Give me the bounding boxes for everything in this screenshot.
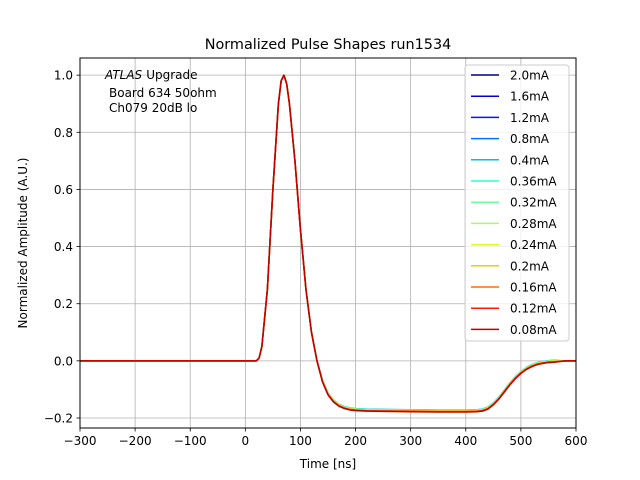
legend-entry: 0.4mA	[510, 153, 550, 167]
x-tick-label: 600	[565, 434, 588, 448]
x-tick-label: −200	[119, 434, 152, 448]
y-tick-label: 1.0	[54, 69, 73, 83]
x-tick-label: 200	[344, 434, 367, 448]
chart-title: Normalized Pulse Shapes run1534	[205, 37, 452, 53]
series-lines	[80, 74, 576, 413]
x-tick-label: −100	[174, 434, 207, 448]
legend-entry: 2.0mA	[510, 69, 550, 83]
x-tick-label: 100	[289, 434, 312, 448]
legend-entry: 0.24mA	[510, 238, 557, 252]
channel-label: Ch079 20dB lo	[109, 101, 197, 115]
y-tick-label: 0.6	[54, 183, 73, 197]
legend-frame	[464, 64, 570, 342]
x-tick-label: 0	[242, 434, 250, 448]
upgrade-label: Upgrade	[146, 68, 197, 82]
x-tick-label: 500	[509, 434, 532, 448]
legend-entry: 0.8mA	[510, 132, 550, 146]
y-tick-label: 0.4	[54, 240, 73, 254]
legend-entry: 0.36mA	[510, 175, 557, 189]
x-axis-label: Time [ns]	[299, 457, 356, 471]
y-tick-label: 0.0	[54, 354, 73, 368]
legend-entry: 1.6mA	[510, 90, 550, 104]
plot-frame	[79, 57, 577, 429]
series-line-0.08mA	[80, 74, 576, 413]
legend-entry: 0.32mA	[510, 196, 557, 210]
x-axis-ticks: −300 −200 −100 0 100 200 300 400 500 600	[64, 428, 588, 448]
legend: 2.0mA 1.6mA 1.2mA 0.8mA 0.4mA 0.36mA 0.32mA 0.2…	[464, 64, 570, 342]
x-tick-label: −300	[64, 434, 97, 448]
legend-entry: 0.28mA	[510, 217, 557, 231]
y-axis-ticks: −0.2 0.0 0.2 0.4 0.6 0.8 1.0	[44, 69, 80, 426]
board-label: Board 634 50ohm	[109, 86, 217, 100]
y-tick-label: 0.2	[54, 297, 73, 311]
y-axis-label: Normalized Amplitude (A.U.)	[16, 158, 30, 329]
legend-entry: 0.16mA	[510, 281, 557, 295]
y-tick-label: 0.8	[54, 126, 73, 140]
legend-entry: 0.08mA	[510, 323, 557, 337]
atlas-label: ATLAS	[104, 68, 143, 82]
legend-entry: 1.2mA	[510, 111, 550, 125]
legend-entry: 0.12mA	[510, 302, 557, 316]
legend-entry: 0.2mA	[510, 259, 550, 273]
x-tick-label: 300	[399, 434, 422, 448]
atlas-annotation: ATLAS Upgrade Board 634 50ohm Ch079 20dB …	[104, 68, 217, 115]
y-tick-label: −0.2	[44, 412, 73, 426]
x-tick-label: 400	[454, 434, 477, 448]
